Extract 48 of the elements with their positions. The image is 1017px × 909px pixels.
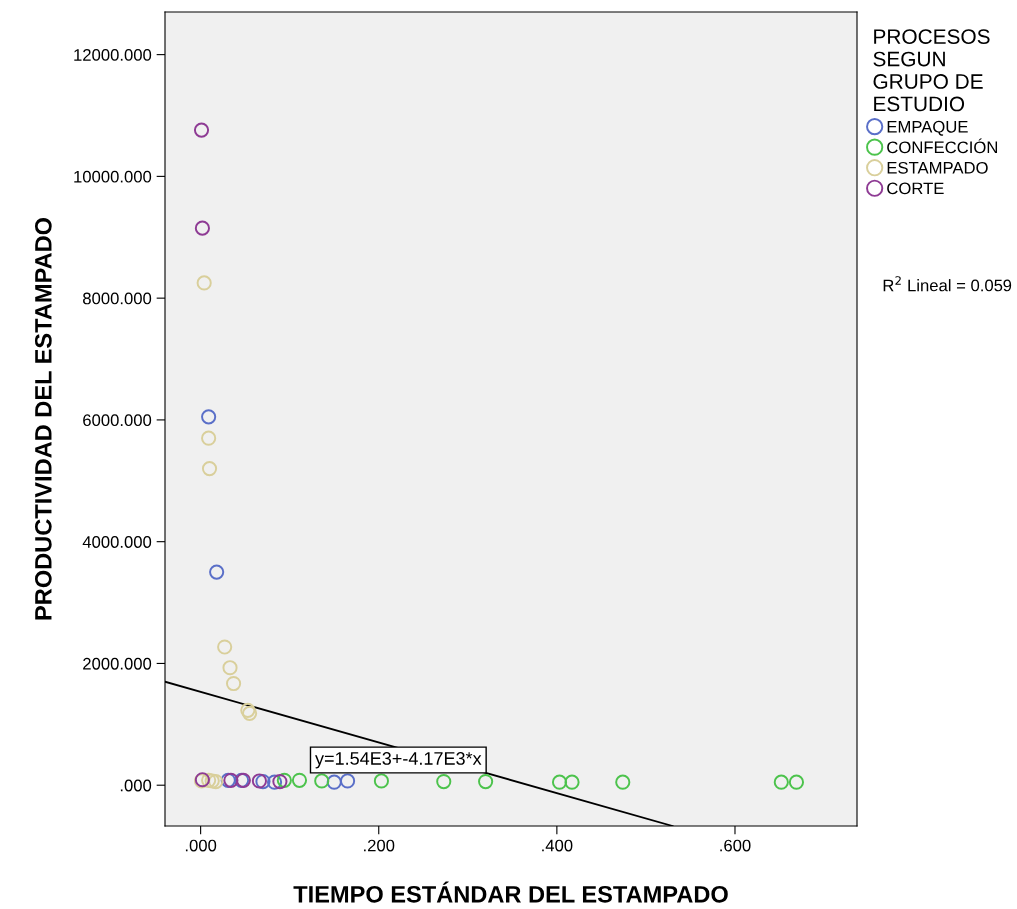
point — [326, 774, 342, 790]
point — [209, 564, 225, 580]
x-tick-label: .600 — [720, 839, 751, 852]
point — [564, 774, 580, 790]
x-tick-label: .200 — [364, 839, 395, 852]
x-axis-title: TIEMPO ESTÁNDAR DEL ESTAMPADO — [293, 881, 728, 903]
point — [340, 773, 356, 789]
y-tick-label: 2000.000 — [83, 657, 152, 670]
x-tick-label: .400 — [542, 839, 573, 852]
point — [291, 772, 308, 788]
y-axis-title: PRODUCTIVIDAD DEL ESTAMPADO — [34, 217, 52, 620]
point — [201, 430, 217, 446]
point — [255, 773, 271, 790]
legend-label: CORTE — [887, 182, 944, 195]
x-tick-label: .000 — [185, 839, 217, 852]
text: R$^{2}$ Lineal = 0.059 — [883, 276, 1012, 292]
point — [436, 773, 452, 790]
y-tick-label: 6000.000 — [83, 414, 152, 427]
point — [373, 773, 389, 789]
y-tick-label: 10000.000 — [74, 170, 152, 183]
legend-label: ESTAMPADO — [887, 161, 988, 174]
point — [201, 409, 217, 425]
point — [788, 774, 805, 790]
point — [314, 773, 330, 789]
y-tick-label: 4000.000 — [82, 536, 152, 548]
point — [266, 774, 283, 790]
point — [551, 774, 568, 790]
point — [226, 675, 242, 692]
point — [478, 773, 494, 790]
y-tick-label: .000 — [120, 779, 152, 792]
point — [276, 772, 292, 788]
point — [615, 774, 631, 790]
point — [196, 275, 212, 291]
point — [222, 660, 238, 676]
y-tick-label: 12000.000 — [74, 49, 152, 61]
point — [251, 773, 267, 789]
point — [193, 122, 210, 138]
point — [773, 774, 789, 790]
legend-label: EMPAQUE — [887, 120, 968, 136]
point — [208, 773, 224, 790]
point — [217, 639, 233, 655]
legend-title: PROCESOS SEGUN GRUPO DE ESTUDIO — [873, 29, 990, 112]
annotation: y=1.54E3+-4.17E3*x — [315, 752, 482, 769]
legend-label: CONFECCIÓN — [887, 138, 998, 154]
point — [201, 461, 218, 477]
point — [194, 220, 210, 236]
y-tick-label: 8000.000 — [83, 292, 152, 305]
point — [272, 773, 288, 790]
